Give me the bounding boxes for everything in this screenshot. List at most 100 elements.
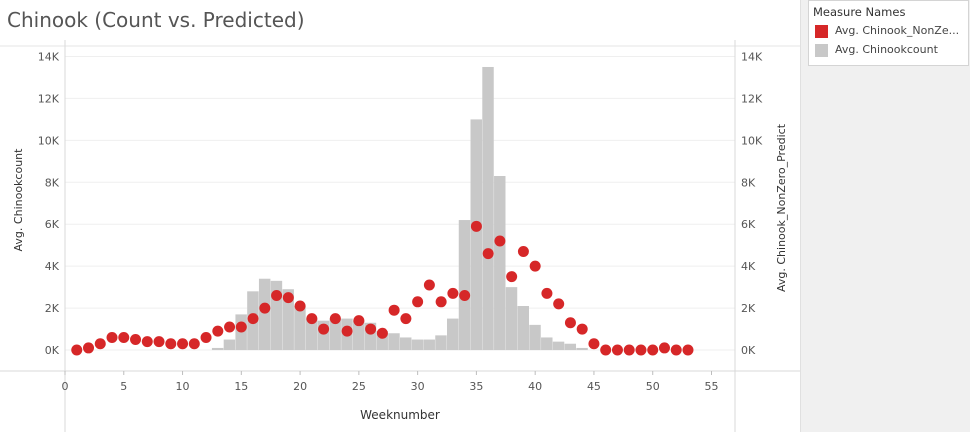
- data-point: [200, 331, 212, 343]
- bar: [352, 320, 365, 351]
- legend-swatch: [815, 44, 828, 57]
- legend-label: Avg. Chinook_NonZe...: [835, 24, 960, 37]
- y-tick-label-right: 0K: [741, 344, 756, 357]
- data-point: [165, 338, 177, 350]
- bar: [541, 337, 553, 351]
- bar: [576, 347, 588, 351]
- bar: [529, 324, 541, 351]
- bar: [423, 339, 435, 351]
- bar: [400, 337, 412, 351]
- data-point: [400, 313, 412, 325]
- y-tick-label-right: 4K: [741, 260, 756, 273]
- data-point: [623, 344, 635, 356]
- data-point: [130, 334, 142, 346]
- bar: [564, 343, 577, 351]
- data-point: [188, 338, 200, 350]
- data-point: [106, 331, 118, 343]
- y-tick-label-right: 2K: [741, 302, 756, 315]
- bar: [458, 220, 471, 351]
- data-point: [588, 338, 600, 350]
- legend-label: Avg. Chinookcount: [835, 43, 938, 56]
- data-point: [647, 344, 659, 356]
- bar: [517, 306, 529, 351]
- chart-title: Chinook (Count vs. Predicted): [7, 8, 305, 32]
- data-point: [271, 290, 283, 302]
- legend-swatch: [815, 25, 828, 38]
- data-point: [141, 336, 153, 348]
- data-point: [212, 325, 224, 337]
- data-point: [412, 296, 424, 308]
- data-point: [306, 313, 318, 325]
- data-point: [564, 317, 576, 329]
- legend-item-nonzero-predict[interactable]: Avg. Chinook_NonZe...: [813, 23, 967, 39]
- chart-plot[interactable]: 0K 0K 2K 2K 4K 4K 6K 6K 8K 8K 10K 10K 12K 12K 14K 14K 0 5…: [0, 0, 800, 432]
- data-point: [388, 304, 400, 316]
- data-point: [635, 344, 647, 356]
- data-point: [447, 287, 459, 299]
- bar: [305, 318, 318, 351]
- x-tick-label: 10: [176, 380, 190, 393]
- data-point: [541, 287, 553, 299]
- data-point: [341, 325, 353, 337]
- x-tick-label: 20: [293, 380, 307, 393]
- data-point: [153, 336, 165, 348]
- bar: [211, 347, 224, 351]
- data-point: [71, 344, 83, 356]
- y-tick-label-left: 8K: [45, 176, 60, 189]
- y-tick-label-left: 0K: [45, 344, 60, 357]
- legend[interactable]: Measure Names Avg. Chinook_NonZe... Avg.…: [808, 0, 969, 66]
- y-axis-right-label: Avg. Chinook_NonZero_Predict: [775, 123, 788, 292]
- data-point: [376, 327, 388, 339]
- data-point: [494, 235, 506, 247]
- x-tick-label: 50: [646, 380, 660, 393]
- bar: [470, 119, 482, 351]
- data-point: [318, 323, 330, 335]
- x-tick-label: 25: [352, 380, 366, 393]
- y-tick-label-left: 2K: [45, 302, 60, 315]
- x-tick-label: 0: [62, 380, 69, 393]
- y-tick-label-right: 6K: [741, 218, 756, 231]
- data-point: [553, 298, 565, 310]
- data-point: [435, 296, 447, 308]
- data-point: [482, 248, 494, 260]
- y-tick-label-right: 14K: [741, 50, 763, 63]
- bar: [447, 318, 459, 351]
- bar: [494, 176, 506, 351]
- data-point: [282, 292, 294, 304]
- data-point: [611, 344, 623, 356]
- bar: [411, 339, 424, 351]
- data-point: [94, 338, 106, 350]
- data-point: [259, 302, 271, 314]
- legend-panel: Measure Names Avg. Chinook_NonZe... Avg.…: [800, 0, 970, 432]
- x-tick-label: 45: [587, 380, 601, 393]
- y-tick-label-right: 10K: [741, 134, 763, 147]
- x-tick-label: 55: [704, 380, 718, 393]
- data-point: [506, 271, 518, 283]
- y-tick-label-right: 8K: [741, 176, 756, 189]
- y-tick-label-left: 14K: [38, 50, 60, 63]
- data-point: [83, 342, 95, 354]
- bar: [270, 280, 283, 351]
- x-tick-label: 30: [411, 380, 425, 393]
- data-point: [682, 344, 694, 356]
- x-tick-label: 40: [528, 380, 542, 393]
- x-tick-label: 15: [234, 380, 248, 393]
- data-point: [517, 245, 529, 257]
- data-point: [353, 315, 365, 327]
- data-point: [177, 338, 189, 350]
- data-point: [235, 321, 247, 333]
- data-point: [247, 313, 259, 325]
- gridlines: [0, 45, 800, 351]
- data-point: [118, 331, 130, 343]
- bar: [294, 306, 306, 351]
- y-axis-left-label: Avg. Chinookcount: [12, 148, 25, 252]
- y-tick-label-left: 6K: [45, 218, 60, 231]
- bar: [364, 322, 377, 351]
- point-series: [71, 220, 694, 356]
- x-tick-label: 35: [469, 380, 483, 393]
- bar: [388, 333, 400, 351]
- y-tick-label-left: 10K: [38, 134, 60, 147]
- legend-item-chinookcount[interactable]: Avg. Chinookcount: [813, 42, 967, 58]
- data-point: [423, 279, 435, 291]
- data-point: [670, 344, 682, 356]
